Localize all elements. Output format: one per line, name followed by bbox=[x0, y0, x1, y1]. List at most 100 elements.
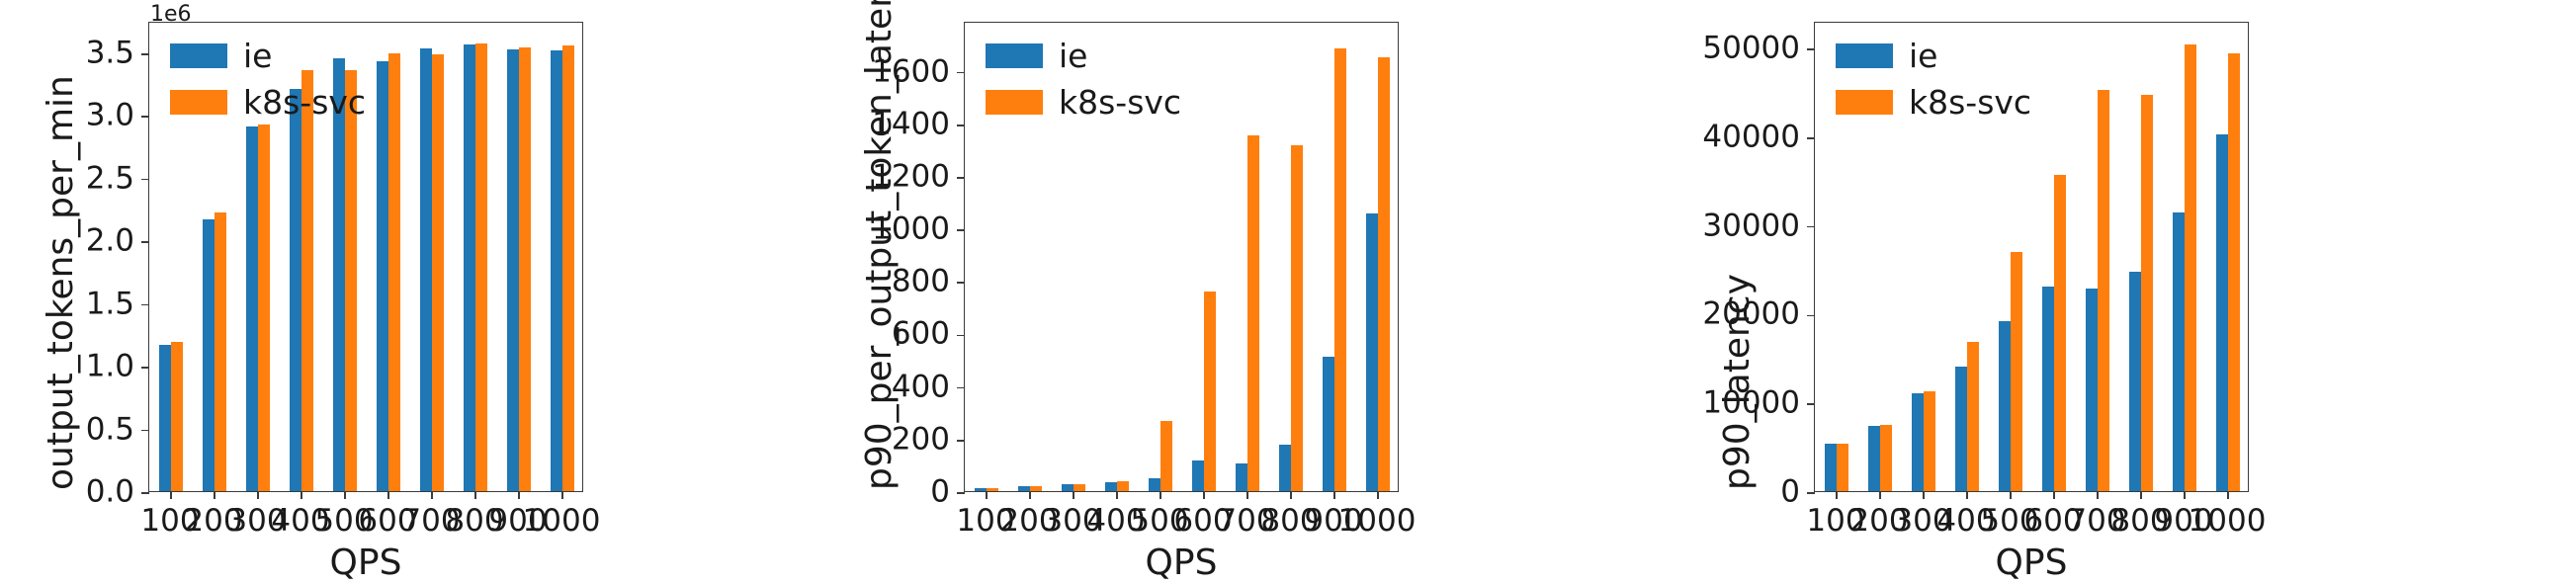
bar-ie-200 bbox=[1867, 426, 1880, 491]
y-axis-offset-text: 1e6 bbox=[150, 2, 192, 27]
bar-ie-700 bbox=[419, 47, 432, 491]
y-tick-mark bbox=[957, 386, 965, 389]
x-axis-label-3: QPS bbox=[1995, 543, 2068, 583]
y-tick-mark bbox=[957, 282, 965, 285]
x-tick-label: 700 bbox=[1217, 503, 1276, 539]
x-tick-mark bbox=[214, 491, 215, 499]
x-tick-label: 700 bbox=[2067, 503, 2126, 539]
y-tick-label: 10000 bbox=[1702, 384, 1800, 421]
x-tick-label: 600 bbox=[2023, 503, 2083, 539]
y-tick-mark bbox=[957, 177, 965, 179]
bar-ie-800 bbox=[2128, 272, 2141, 491]
y-tick-label: 40000 bbox=[1702, 119, 1800, 155]
legend-entry-k8s-svc[interactable]: k8s-svc bbox=[986, 86, 1181, 119]
y-tick-label: 600 bbox=[891, 315, 950, 352]
legend-swatch-icon bbox=[170, 90, 227, 115]
bar-ie-200 bbox=[202, 218, 215, 491]
y-tick-mark bbox=[1807, 403, 1815, 405]
x-tick-label: 500 bbox=[1980, 503, 2039, 539]
y-tick-label: 1.5 bbox=[85, 286, 134, 322]
bar-k8s-svc-200 bbox=[215, 212, 227, 491]
bar-k8s-svc-700 bbox=[1247, 134, 1260, 491]
x-tick-label: 300 bbox=[1043, 503, 1102, 539]
legend-entry-k8s-svc[interactable]: k8s-svc bbox=[170, 86, 366, 119]
y-tick-label: 2.0 bbox=[85, 222, 134, 259]
legend-swatch-icon bbox=[1836, 90, 1893, 115]
bar-ie-400 bbox=[1954, 367, 1967, 491]
bar-ie-500 bbox=[1148, 477, 1160, 491]
x-tick-label: 900 bbox=[488, 503, 548, 539]
x-tick-label: 400 bbox=[271, 503, 330, 539]
x-tick-mark bbox=[2184, 491, 2186, 499]
x-axis-label-2: QPS bbox=[1145, 543, 1218, 583]
legend-entry-ie[interactable]: ie bbox=[1836, 40, 2031, 72]
bar-k8s-svc-1000 bbox=[562, 45, 575, 491]
x-tick-mark bbox=[561, 491, 563, 499]
plot-area-2 bbox=[965, 23, 1398, 491]
y-tick-mark bbox=[957, 440, 965, 442]
bar-ie-900 bbox=[506, 49, 519, 491]
x-tick-mark bbox=[1879, 491, 1881, 499]
y-tick-mark bbox=[141, 241, 149, 243]
bar-k8s-svc-300 bbox=[1073, 484, 1086, 491]
bar-k8s-svc-800 bbox=[1291, 145, 1304, 491]
bar-ie-100 bbox=[158, 344, 171, 491]
y-tick-mark bbox=[141, 303, 149, 306]
legend-1[interactable]: ie k8s-svc bbox=[170, 40, 366, 119]
bar-k8s-svc-700 bbox=[2098, 90, 2110, 491]
legend-swatch-icon bbox=[986, 90, 1043, 115]
bar-k8s-svc-400 bbox=[1117, 480, 1130, 491]
legend-entry-k8s-svc[interactable]: k8s-svc bbox=[1836, 86, 2031, 119]
x-tick-label: 1000 bbox=[1337, 503, 1417, 539]
x-tick-label: 300 bbox=[1893, 503, 1952, 539]
bar-k8s-svc-300 bbox=[258, 125, 271, 491]
x-tick-label: 300 bbox=[227, 503, 287, 539]
x-tick-mark bbox=[1333, 491, 1335, 499]
legend-entry-ie[interactable]: ie bbox=[986, 40, 1181, 72]
y-tick-label: 0.0 bbox=[85, 473, 134, 510]
bar-k8s-svc-500 bbox=[345, 69, 358, 491]
bar-ie-400 bbox=[289, 88, 301, 491]
y-tick-label: 20000 bbox=[1702, 295, 1800, 332]
bar-ie-300 bbox=[245, 125, 258, 491]
x-tick-label: 600 bbox=[358, 503, 417, 539]
y-tick-label: 3.5 bbox=[85, 35, 134, 71]
axes-frame-1 bbox=[141, 22, 583, 499]
x-tick-mark bbox=[1029, 491, 1031, 499]
x-tick-mark bbox=[1836, 491, 1838, 499]
legend-3[interactable]: ie k8s-svc bbox=[1836, 40, 2031, 119]
x-tick-mark bbox=[1203, 491, 1205, 499]
legend-label: ie bbox=[243, 37, 273, 75]
bar-ie-100 bbox=[1824, 444, 1837, 491]
bar-ie-300 bbox=[1911, 393, 1924, 491]
bar-ie-700 bbox=[1235, 463, 1247, 491]
bar-ie-1000 bbox=[1365, 213, 1378, 491]
y-tick-label: 50000 bbox=[1702, 30, 1800, 66]
bar-k8s-svc-600 bbox=[1204, 291, 1217, 491]
bar-k8s-svc-200 bbox=[1030, 486, 1043, 491]
bar-ie-600 bbox=[2041, 287, 2054, 491]
y-tick-mark bbox=[1807, 48, 1815, 50]
x-tick-mark bbox=[2227, 491, 2229, 499]
bar-k8s-svc-600 bbox=[2054, 175, 2067, 491]
x-tick-mark bbox=[1246, 491, 1248, 499]
plot-area-1 bbox=[149, 23, 582, 491]
legend-2[interactable]: ie k8s-svc bbox=[986, 40, 1181, 119]
y-tick-label: 1200 bbox=[872, 158, 950, 195]
bar-ie-1000 bbox=[550, 50, 562, 491]
x-tick-mark bbox=[2097, 491, 2099, 499]
x-tick-mark bbox=[2053, 491, 2055, 499]
bar-k8s-svc-100 bbox=[987, 488, 999, 491]
bar-k8s-svc-900 bbox=[519, 46, 532, 491]
y-tick-label: 1600 bbox=[872, 53, 950, 90]
bar-k8s-svc-600 bbox=[388, 53, 401, 491]
y-tick-mark bbox=[957, 229, 965, 231]
x-tick-mark bbox=[344, 491, 346, 499]
bar-k8s-svc-100 bbox=[1837, 443, 1849, 491]
bar-k8s-svc-100 bbox=[171, 341, 184, 491]
bar-ie-700 bbox=[2085, 289, 2098, 491]
legend-label: ie bbox=[1059, 37, 1088, 75]
legend-entry-ie[interactable]: ie bbox=[170, 40, 366, 72]
